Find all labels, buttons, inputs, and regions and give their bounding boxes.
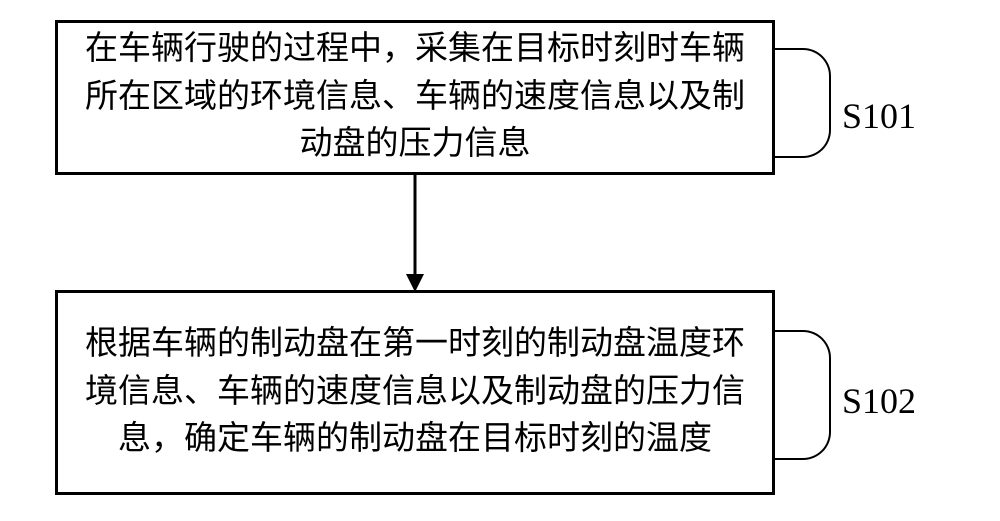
flow-node-text: 根据车辆的制动盘在第一时刻的制动盘温度环境信息、车辆的速度信息以及制动盘的压力信… (78, 321, 752, 465)
step-brace (775, 48, 831, 158)
flowchart-canvas: 在车辆行驶的过程中，采集在目标时刻时车辆所在区域的环境信息、车辆的速度信息以及制… (0, 0, 1000, 521)
flow-node-s102: 根据车辆的制动盘在第一时刻的制动盘温度环境信息、车辆的速度信息以及制动盘的压力信… (55, 290, 775, 495)
step-brace (775, 330, 831, 460)
flow-node-s101: 在车辆行驶的过程中，采集在目标时刻时车辆所在区域的环境信息、车辆的速度信息以及制… (55, 20, 775, 175)
step-label-s101: S101 (842, 95, 916, 137)
flow-node-text: 在车辆行驶的过程中，采集在目标时刻时车辆所在区域的环境信息、车辆的速度信息以及制… (78, 26, 752, 170)
step-label-s102: S102 (842, 380, 916, 422)
